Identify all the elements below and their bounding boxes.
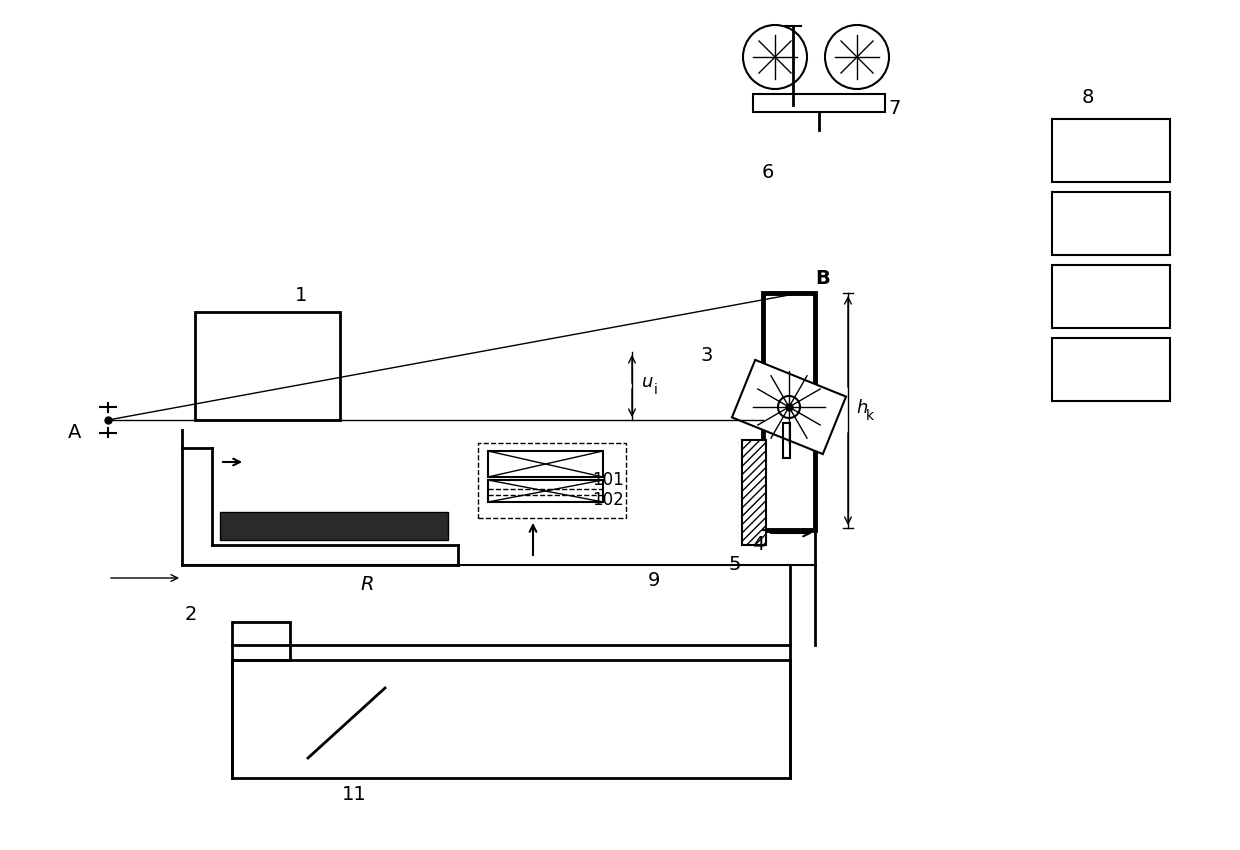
Text: 3: 3 (701, 345, 712, 365)
Text: 101: 101 (591, 471, 624, 489)
Text: i: i (653, 383, 658, 397)
Bar (1052, 192, 1171, 255)
Text: 8: 8 (1083, 88, 1095, 106)
Bar (1052, 338, 1171, 401)
Bar (489, 451, 603, 477)
Text: 1: 1 (295, 286, 308, 304)
Bar (232, 660, 790, 778)
Text: 11: 11 (342, 785, 367, 804)
Bar (782, 423, 790, 458)
Circle shape (743, 25, 807, 89)
Bar (753, 94, 885, 112)
Bar (1052, 119, 1171, 182)
Bar (763, 293, 815, 530)
Polygon shape (732, 360, 846, 454)
Text: 102: 102 (591, 491, 624, 509)
Text: 5: 5 (728, 556, 740, 575)
Text: 2: 2 (185, 605, 197, 625)
Text: u: u (642, 373, 653, 391)
Text: 4: 4 (751, 536, 764, 554)
Bar (232, 622, 290, 660)
Bar (1052, 265, 1171, 328)
Text: h: h (856, 399, 867, 417)
Bar (219, 512, 448, 540)
Text: 9: 9 (649, 570, 661, 590)
Text: A: A (68, 422, 82, 441)
Bar (742, 440, 766, 545)
Text: k: k (866, 409, 874, 423)
Bar (477, 443, 626, 518)
Circle shape (825, 25, 889, 89)
Text: R: R (360, 575, 373, 593)
Bar (489, 480, 603, 502)
Bar (195, 312, 340, 420)
Circle shape (777, 396, 800, 418)
Text: 7: 7 (888, 99, 900, 117)
Text: 6: 6 (763, 162, 774, 182)
Text: B: B (815, 269, 830, 287)
